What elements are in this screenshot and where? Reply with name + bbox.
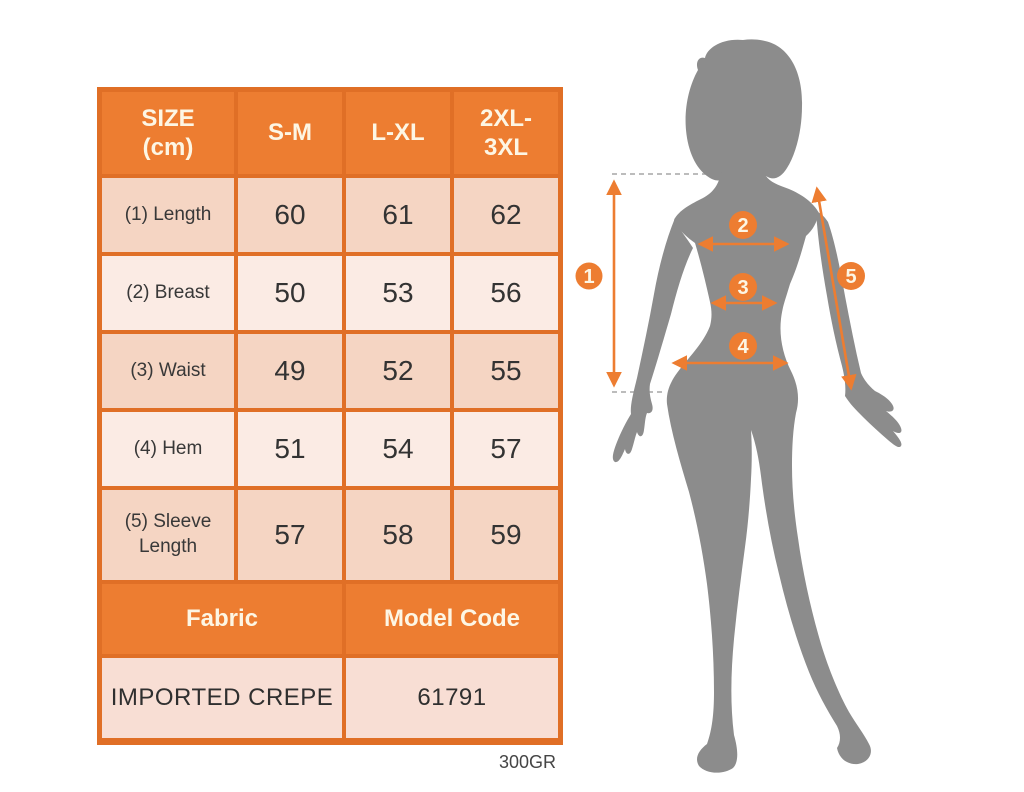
- marker-circle-5: [837, 262, 865, 290]
- marker-circle-3: [729, 273, 757, 301]
- measure-value: 53: [382, 277, 414, 308]
- row-waist-lxl: 52: [346, 334, 450, 408]
- measure-value: 57: [490, 433, 522, 464]
- row-waist-sm: 49: [238, 334, 342, 408]
- row-waist-2xl3xl: 55: [454, 334, 558, 408]
- size-chart-table: SIZE (cm) S-M L-XL 2XL-3XL (1) Length 60…: [97, 87, 563, 745]
- row-length-lxl: 61: [346, 178, 450, 252]
- arrow-5-sleeve: [811, 186, 857, 391]
- silhouette-right-arm: [816, 212, 902, 448]
- measure-label: (3) Waist: [130, 359, 206, 381]
- fabric-header-label: Fabric: [185, 605, 259, 633]
- measure-value: 55: [490, 355, 522, 386]
- measure-value: 51: [274, 433, 306, 464]
- model-code-value-cell: 61791: [346, 658, 558, 738]
- row-sleeve-lxl: 58: [346, 490, 450, 580]
- measure-value: 62: [490, 199, 522, 230]
- measure-value: 61: [382, 199, 414, 230]
- marker-number-4: 4: [737, 336, 749, 358]
- measure-value: 50: [274, 277, 306, 308]
- model-code-value: 61791: [417, 684, 487, 711]
- row-breast-2xl3xl: 56: [454, 256, 558, 330]
- marker-number-5: 5: [845, 266, 856, 288]
- row-hem-2xl3xl: 57: [454, 412, 558, 486]
- measure-value: 49: [274, 355, 306, 386]
- measure-value: 60: [274, 199, 306, 230]
- marker-number-2: 2: [737, 215, 748, 237]
- row-breast-lxl: 53: [346, 256, 450, 330]
- row-length-sm: 60: [238, 178, 342, 252]
- col-label-sm: S-M: [268, 119, 312, 147]
- row-sleeve-sm: 57: [238, 490, 342, 580]
- col-label-2xl3xl: 2XL-3XL: [479, 104, 532, 161]
- row-breast-sm: 50: [238, 256, 342, 330]
- row-length-label: (1) Length: [102, 178, 234, 252]
- row-hem-label: (4) Hem: [102, 412, 234, 486]
- measure-label: (5) Sleeve Length: [124, 511, 212, 557]
- weight-footnote: 300GR: [498, 752, 557, 772]
- measure-value: 59: [490, 519, 522, 550]
- female-silhouette: [612, 39, 902, 773]
- marker-circle-1: [575, 262, 603, 290]
- measurement-arrows: [606, 179, 857, 391]
- fabric-header-cell: Fabric: [102, 584, 342, 654]
- measurement-diagram: 1 2 3 4 5: [575, 39, 902, 773]
- measure-value: 52: [382, 355, 414, 386]
- row-sleeve-label: (5) Sleeve Length: [102, 490, 234, 580]
- header-cell-2xl3xl: 2XL-3XL: [454, 92, 558, 174]
- silhouette-left-arm: [612, 218, 693, 463]
- marker-number-3: 3: [737, 277, 748, 299]
- header-cell-lxl: L-XL: [346, 92, 450, 174]
- model-code-header-cell: Model Code: [346, 584, 558, 654]
- fabric-value-cell: IMPORTED CREPE: [102, 658, 342, 738]
- row-hem-sm: 51: [238, 412, 342, 486]
- header-cell-size-unit: SIZE (cm): [102, 92, 234, 174]
- measure-value: 58: [382, 519, 414, 550]
- header-cell-sm: S-M: [238, 92, 342, 174]
- col-label-lxl: L-XL: [371, 119, 425, 147]
- measure-value: 57: [274, 519, 306, 550]
- fabric-value: IMPORTED CREPE: [110, 684, 334, 711]
- row-breast-label: (2) Breast: [102, 256, 234, 330]
- measure-label: (1) Length: [124, 203, 212, 225]
- row-waist-label: (3) Waist: [102, 334, 234, 408]
- measure-label: (4) Hem: [133, 437, 203, 459]
- silhouette-body: [666, 172, 871, 773]
- measure-value: 54: [382, 433, 414, 464]
- marker-number-1: 1: [583, 266, 594, 288]
- measure-value: 56: [490, 277, 522, 308]
- marker-circle-4: [729, 332, 757, 360]
- marker-circle-2: [729, 211, 757, 239]
- measurement-markers: 1 2 3 4 5: [575, 211, 865, 360]
- row-hem-lxl: 54: [346, 412, 450, 486]
- silhouette-head: [685, 39, 803, 183]
- row-sleeve-2xl3xl: 59: [454, 490, 558, 580]
- size-unit-label: SIZE (cm): [141, 104, 195, 161]
- measure-label: (2) Breast: [126, 281, 210, 303]
- row-length-2xl3xl: 62: [454, 178, 558, 252]
- model-code-header-label: Model Code: [384, 605, 520, 633]
